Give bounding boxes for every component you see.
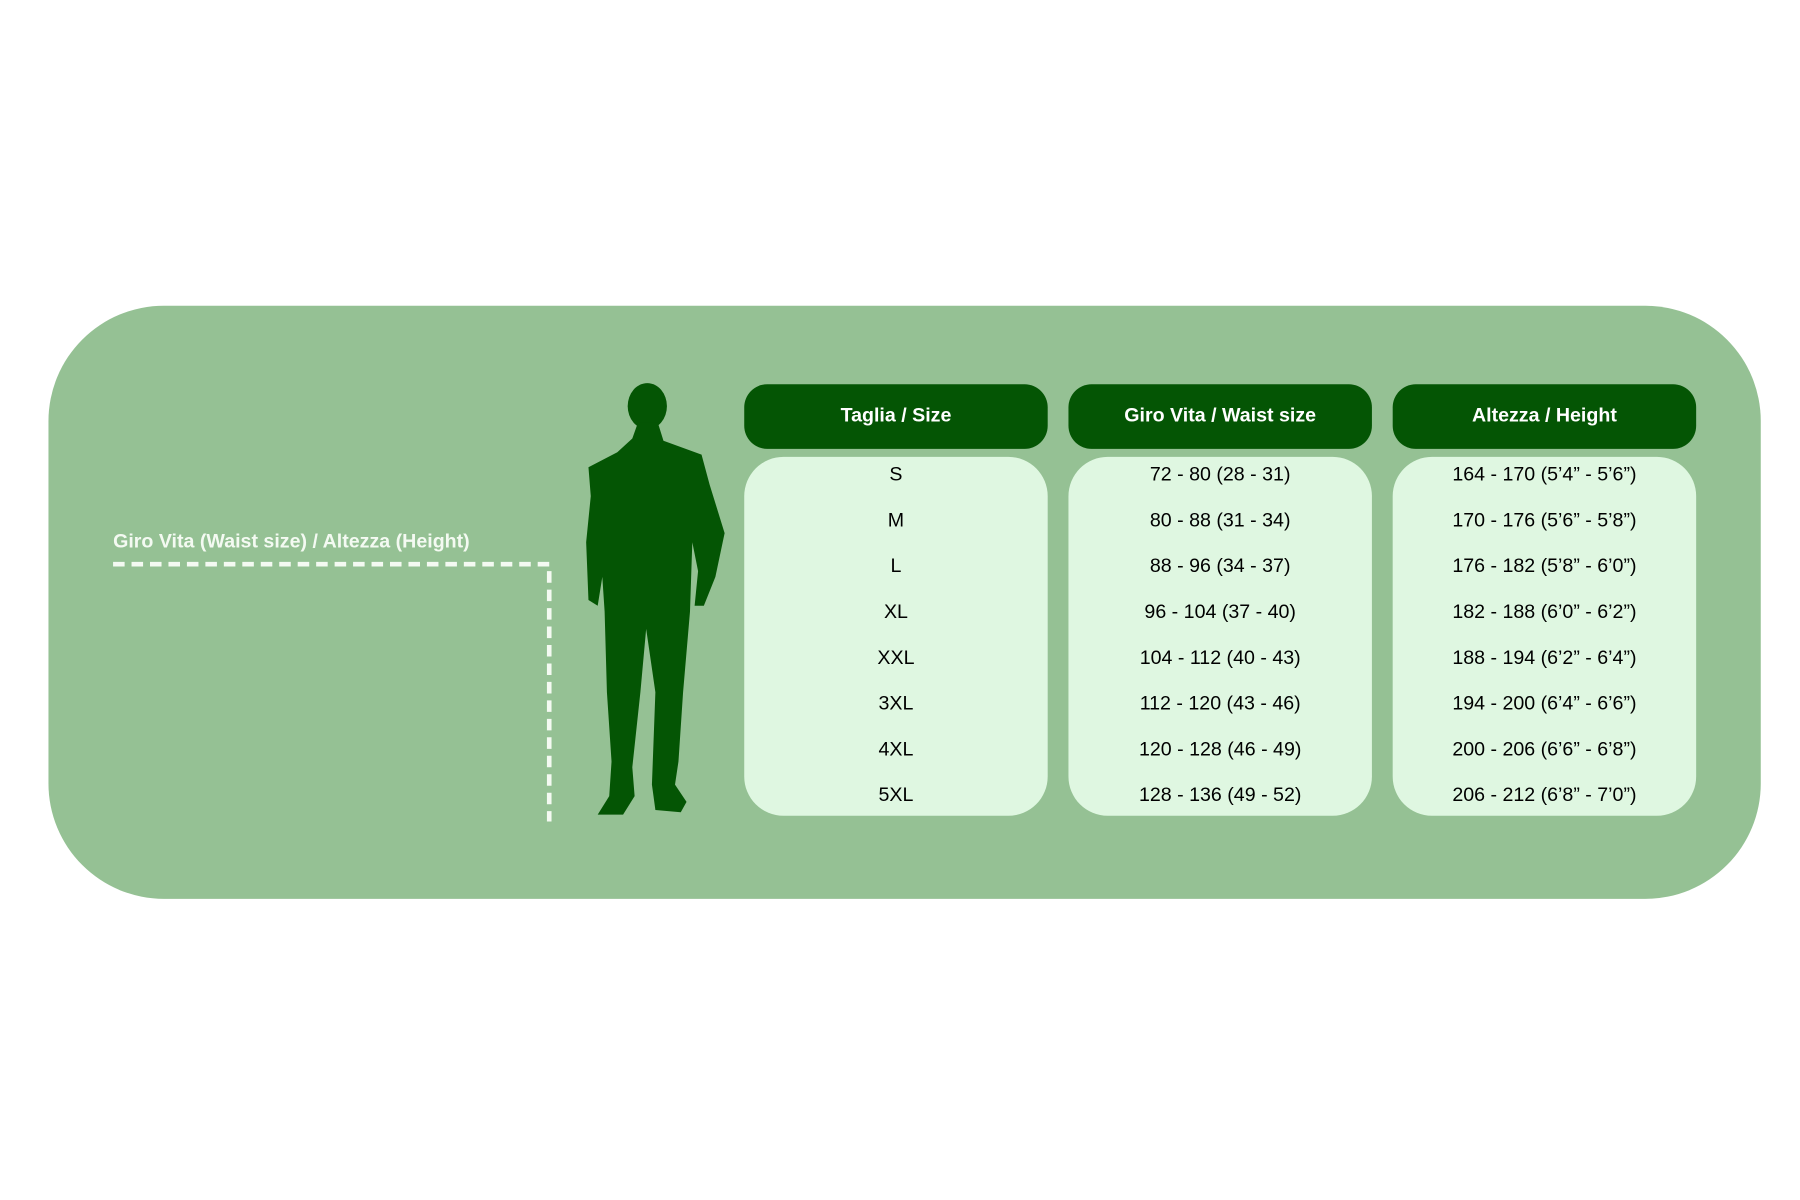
column-body [1392,456,1697,816]
cell-text: S [889,464,902,486]
cell-text: 176 - 182 (5’8” - 6’0”) [1452,555,1636,577]
cell-text: 5XL [879,784,914,806]
column-body [1068,456,1372,816]
cell-text: 182 - 188 (6’0” - 6’2”) [1452,601,1636,623]
body [586,422,725,815]
measure-label: Giro Vita (Waist size) / Altezza (Height… [113,530,470,552]
cell-text: 188 - 194 (6’2” - 6’4”) [1452,647,1636,669]
measure-line [113,561,552,822]
header-text: Giro Vita / Waist size [1124,405,1316,427]
header-text: Altezza / Height [1472,405,1617,427]
cell-text: 88 - 96 (34 - 37) [1150,555,1291,577]
cell-text: 200 - 206 (6’6” - 6’8”) [1452,738,1636,760]
cell-text: 164 - 170 (5’4” - 5’6”) [1452,464,1636,486]
cell-text: M [888,509,904,531]
cell-text: 80 - 88 (31 - 34) [1150,509,1291,531]
cell-text: 96 - 104 (37 - 40) [1144,601,1296,623]
cell-text: XXL [877,647,914,669]
header-cell [744,384,1048,449]
cell-text: 104 - 112 (40 - 43) [1140,647,1301,669]
cell-text: 128 - 136 (49 - 52) [1139,784,1301,806]
cell-text: L [891,555,902,577]
column-body [744,456,1048,816]
header-cell [1392,384,1697,449]
cell-text: 120 - 128 (46 - 49) [1139,738,1301,760]
head [627,383,667,430]
cell-text: 4XL [879,738,914,760]
cell-text: 112 - 120 (43 - 46) [1140,693,1301,715]
header-text: Taglia / Size [841,405,952,427]
cell-text: 72 - 80 (28 - 31) [1150,464,1291,486]
cell-text: 170 - 176 (5’6” - 5’8”) [1452,509,1636,531]
cell-text: 3XL [879,693,914,715]
cell-text: XL [884,601,908,623]
silhouette [586,383,725,815]
cell-text: 194 - 200 (6’4” - 6’6”) [1452,693,1636,715]
header-cell [1068,384,1372,449]
cell-text: 206 - 212 (6’8” - 7’0”) [1452,784,1636,806]
